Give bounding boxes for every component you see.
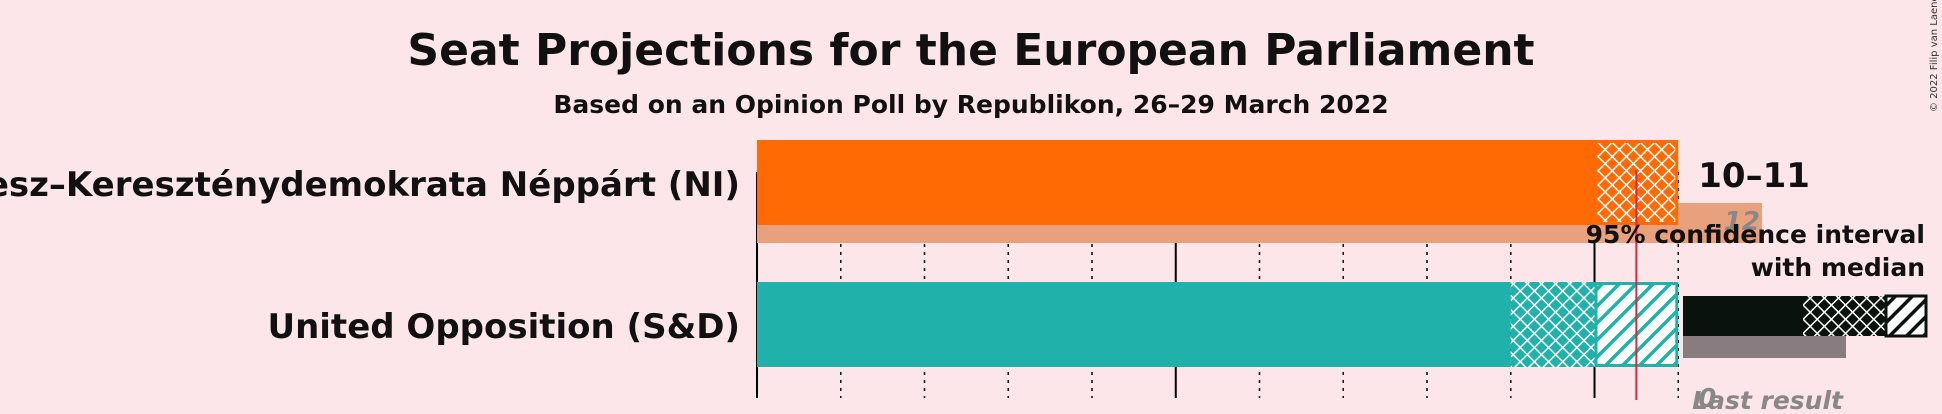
copyright-notice: © 2022 Filip van Laenen xyxy=(1929,0,1940,112)
chart-subtitle: Based on an Opinion Poll by Republikon, … xyxy=(553,90,1388,119)
legend-ci-label-line1: 95% confidence interval xyxy=(1586,220,1925,249)
bar-solid-0 xyxy=(757,140,1595,225)
range-label-0: 10–11 xyxy=(1698,156,1810,196)
legend-last-result-label: Last result xyxy=(1692,386,1844,414)
last-result-label-0: 12 xyxy=(1724,207,1760,237)
legend-ci-cross-swatch xyxy=(1803,296,1886,336)
bar-ci-cross-1 xyxy=(1510,282,1595,367)
labels-layer: 10–11 12 Fidesz–Kereszténydemokrata Néppár… xyxy=(0,156,1810,414)
legend: 95% confidence interval with median Last… xyxy=(1586,220,1928,414)
party-name-0: Fidesz–Kereszténydemokrata Néppárt (NI) xyxy=(0,165,740,205)
legend-ci-solid-swatch xyxy=(1683,296,1803,336)
legend-ci-label-line2: with median xyxy=(1751,253,1925,282)
chart-title: Seat Projections for the European Parlia… xyxy=(407,25,1534,76)
legend-last-result-swatch xyxy=(1683,336,1846,358)
bars-layer xyxy=(757,140,1762,400)
legend-ci-diag-swatch xyxy=(1884,294,1928,338)
party-name-1: United Opposition (S&D) xyxy=(267,307,740,347)
bar-solid-1 xyxy=(757,282,1511,367)
last-result-label-1: 0 xyxy=(1698,384,1716,414)
